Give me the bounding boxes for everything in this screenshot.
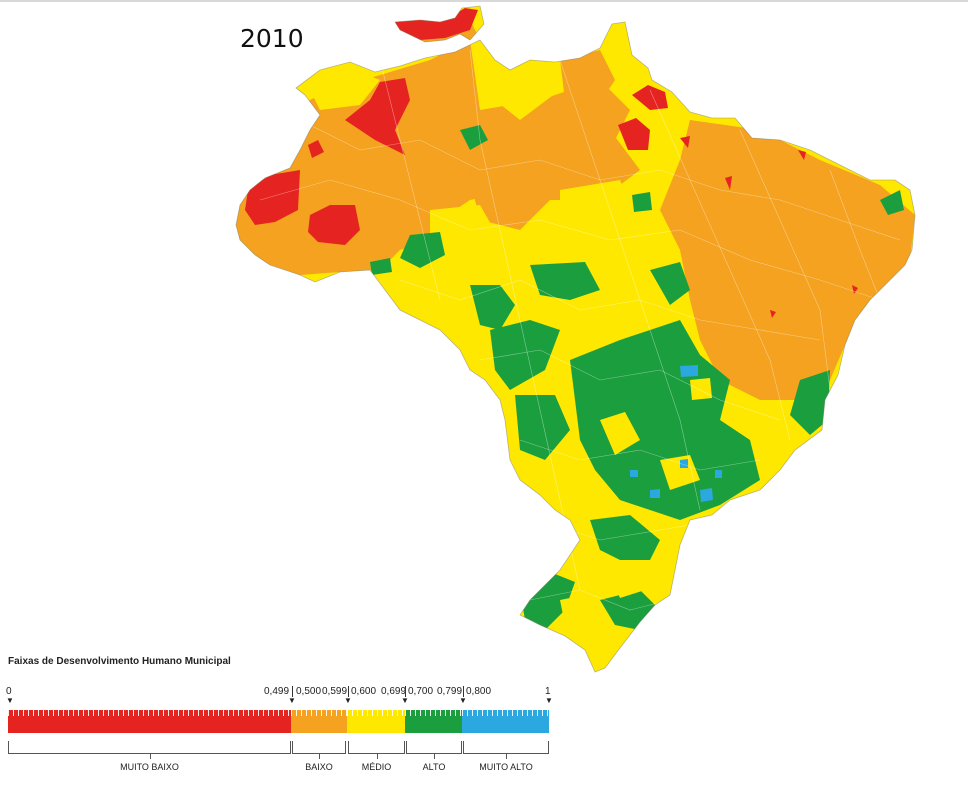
range-label-alto: ALTO xyxy=(422,762,446,772)
tick-label-0699: 0,699 xyxy=(381,686,407,697)
tick-label-0499: 0,499 xyxy=(264,686,290,697)
tick-label-0800: 0,800 xyxy=(466,686,492,697)
legend-segment-baixo xyxy=(291,710,347,733)
tick-arrow: ▼ xyxy=(288,696,296,705)
tick-label-0: 0 xyxy=(6,686,12,697)
legend-brace xyxy=(292,741,346,759)
range-label-medio: MÉDIO xyxy=(361,762,392,772)
legend-segment-muito-baixo xyxy=(8,710,291,733)
legend-title: Faixas de Desenvolvimento Humano Municip… xyxy=(8,656,231,667)
top-border xyxy=(0,0,968,2)
tick-arrow: ▼ xyxy=(344,696,352,705)
range-label-muito-baixo: MUITO BAIXO xyxy=(120,762,179,772)
map-year: 2010 xyxy=(240,24,304,53)
tick-arrow: ▼ xyxy=(459,696,467,705)
tick-label-1: 1 xyxy=(545,686,551,697)
tick-label-0700: 0,700 xyxy=(408,686,434,697)
tick-separator xyxy=(292,686,293,697)
tick-label-0500: 0,500 xyxy=(296,686,322,697)
legend-segment-alto xyxy=(405,710,462,733)
tick-label-0599: 0,599 xyxy=(322,686,348,697)
tick-arrow: ▼ xyxy=(401,696,409,705)
tick-label-0799: 0,799 xyxy=(437,686,463,697)
legend-segment-medio xyxy=(347,710,405,733)
range-label-muito-alto: MUITO ALTO xyxy=(479,762,533,772)
tick-separator xyxy=(348,686,349,697)
tick-separator xyxy=(405,686,406,697)
tick-arrow: ▼ xyxy=(545,696,553,705)
legend-brace xyxy=(8,741,291,759)
tick-label-0600: 0,600 xyxy=(351,686,377,697)
legend-brace xyxy=(406,741,462,759)
tick-arrow: ▼ xyxy=(6,696,14,705)
range-label-baixo: BAIXO xyxy=(305,762,333,772)
tick-separator xyxy=(463,686,464,697)
legend-color-bar xyxy=(8,710,549,733)
legend-brace xyxy=(348,741,405,759)
legend-brace xyxy=(463,741,549,759)
legend-segment-muito-alto xyxy=(462,710,549,733)
brazil-idhm-map xyxy=(235,5,916,673)
